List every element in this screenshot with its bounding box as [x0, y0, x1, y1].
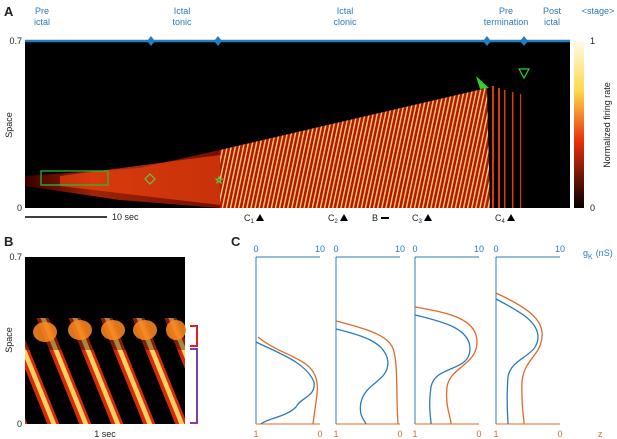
y-tick-label: 0 — [17, 419, 22, 429]
stage-line: Ictal — [337, 6, 354, 16]
stage-line: ictal — [34, 17, 50, 27]
y-axis-label: Space — [4, 327, 14, 353]
markers: C1 C2 B C3 C4 — [244, 213, 515, 225]
bottom-tick-label: 1 — [412, 429, 417, 439]
stage-axis — [25, 36, 570, 46]
stage-labels: Pre ictal Ictal tonic Ictal clonic Pre termi… — [34, 6, 614, 27]
top-tick-label: 0 — [333, 244, 338, 254]
stage-label: Ictal tonic — [172, 6, 192, 27]
y-tick-label: 0 — [17, 203, 22, 213]
bracket — [190, 325, 198, 347]
marker: C3 — [412, 213, 423, 225]
marker-sub: 2 — [335, 219, 339, 225]
top-tick-label: 10 — [395, 244, 405, 254]
marker-letter: C — [328, 213, 335, 223]
colorbar-label: Normalized firing rate — [602, 82, 612, 168]
scale-bar-label: 10 sec — [112, 212, 139, 222]
panel-label: C — [231, 234, 241, 249]
subplot: 0 10 1 0 — [412, 244, 484, 439]
bottom-unit: z — [598, 429, 603, 439]
bottom-tick-label: 0 — [557, 429, 562, 439]
marker: C2 — [328, 213, 339, 225]
unit-sub: K — [588, 254, 593, 261]
panel-label: B — [4, 234, 13, 249]
top-tick-label: 0 — [412, 244, 417, 254]
stage-label: Ictal clonic — [333, 6, 357, 27]
subplot: 0 10 1 0 — [333, 244, 405, 439]
marker-sub: 4 — [502, 219, 506, 225]
heatmap-a: ☆ — [25, 41, 570, 208]
top-tick-label: 10 — [555, 244, 565, 254]
y-axis-label: Space — [4, 112, 14, 138]
stage-line: Pre — [35, 6, 49, 16]
marker-letter: C — [412, 213, 419, 223]
stage-line: Pre — [499, 6, 513, 16]
top-tick-label: 0 — [253, 244, 258, 254]
bracket — [190, 348, 198, 424]
stage-line: Post — [543, 6, 562, 16]
top-tick-label: 10 — [315, 244, 325, 254]
marker: C1 — [244, 213, 255, 225]
subplot: 0 10 1 0 — [493, 244, 565, 439]
bottom-tick-label: 1 — [333, 429, 338, 439]
y-tick-label: 0.7 — [9, 36, 22, 46]
svg-text:☆: ☆ — [215, 175, 223, 185]
stage-line: Ictal — [174, 6, 191, 16]
stage-label: Pre ictal — [34, 6, 50, 27]
scale-bar-label: 1 sec — [94, 429, 116, 439]
unit-symbol: g — [583, 248, 588, 258]
marker-letter: B — [372, 213, 378, 223]
colorbar — [574, 41, 584, 208]
bottom-tick-label: 1 — [493, 429, 498, 439]
panel-label: A — [4, 4, 14, 19]
y-tick-label: 0.7 — [9, 252, 22, 262]
bottom-tick-label: 0 — [476, 429, 481, 439]
marker: C4 — [495, 213, 506, 225]
bottom-tick-label: 1 — [253, 429, 258, 439]
top-tick-label: 0 — [493, 244, 498, 254]
marker-sub: 1 — [251, 219, 255, 225]
stage-key: <stage> — [582, 6, 615, 16]
marker: B — [372, 213, 378, 223]
stage-line: termination — [484, 17, 529, 27]
stage-label: Pre termination — [484, 6, 529, 27]
marker-letter: C — [495, 213, 502, 223]
top-tick-label: 10 — [474, 244, 484, 254]
heatmap-b — [25, 257, 186, 424]
marker-letter: C — [244, 213, 251, 223]
bottom-tick-label: 0 — [397, 429, 402, 439]
marker-sub: 3 — [419, 219, 423, 225]
stage-line: tonic — [172, 17, 192, 27]
stage-line: clonic — [333, 17, 357, 27]
stage-line: ictal — [544, 17, 560, 27]
colorbar-tick: 0 — [590, 203, 595, 213]
top-unit: gK (nS) — [583, 248, 613, 261]
unit-text: (nS) — [596, 248, 613, 258]
colorbar-tick: 1 — [590, 36, 595, 46]
stage-label: Post ictal — [543, 6, 562, 27]
bottom-tick-label: 0 — [317, 429, 322, 439]
subplot: 0 10 1 0 — [253, 244, 325, 439]
